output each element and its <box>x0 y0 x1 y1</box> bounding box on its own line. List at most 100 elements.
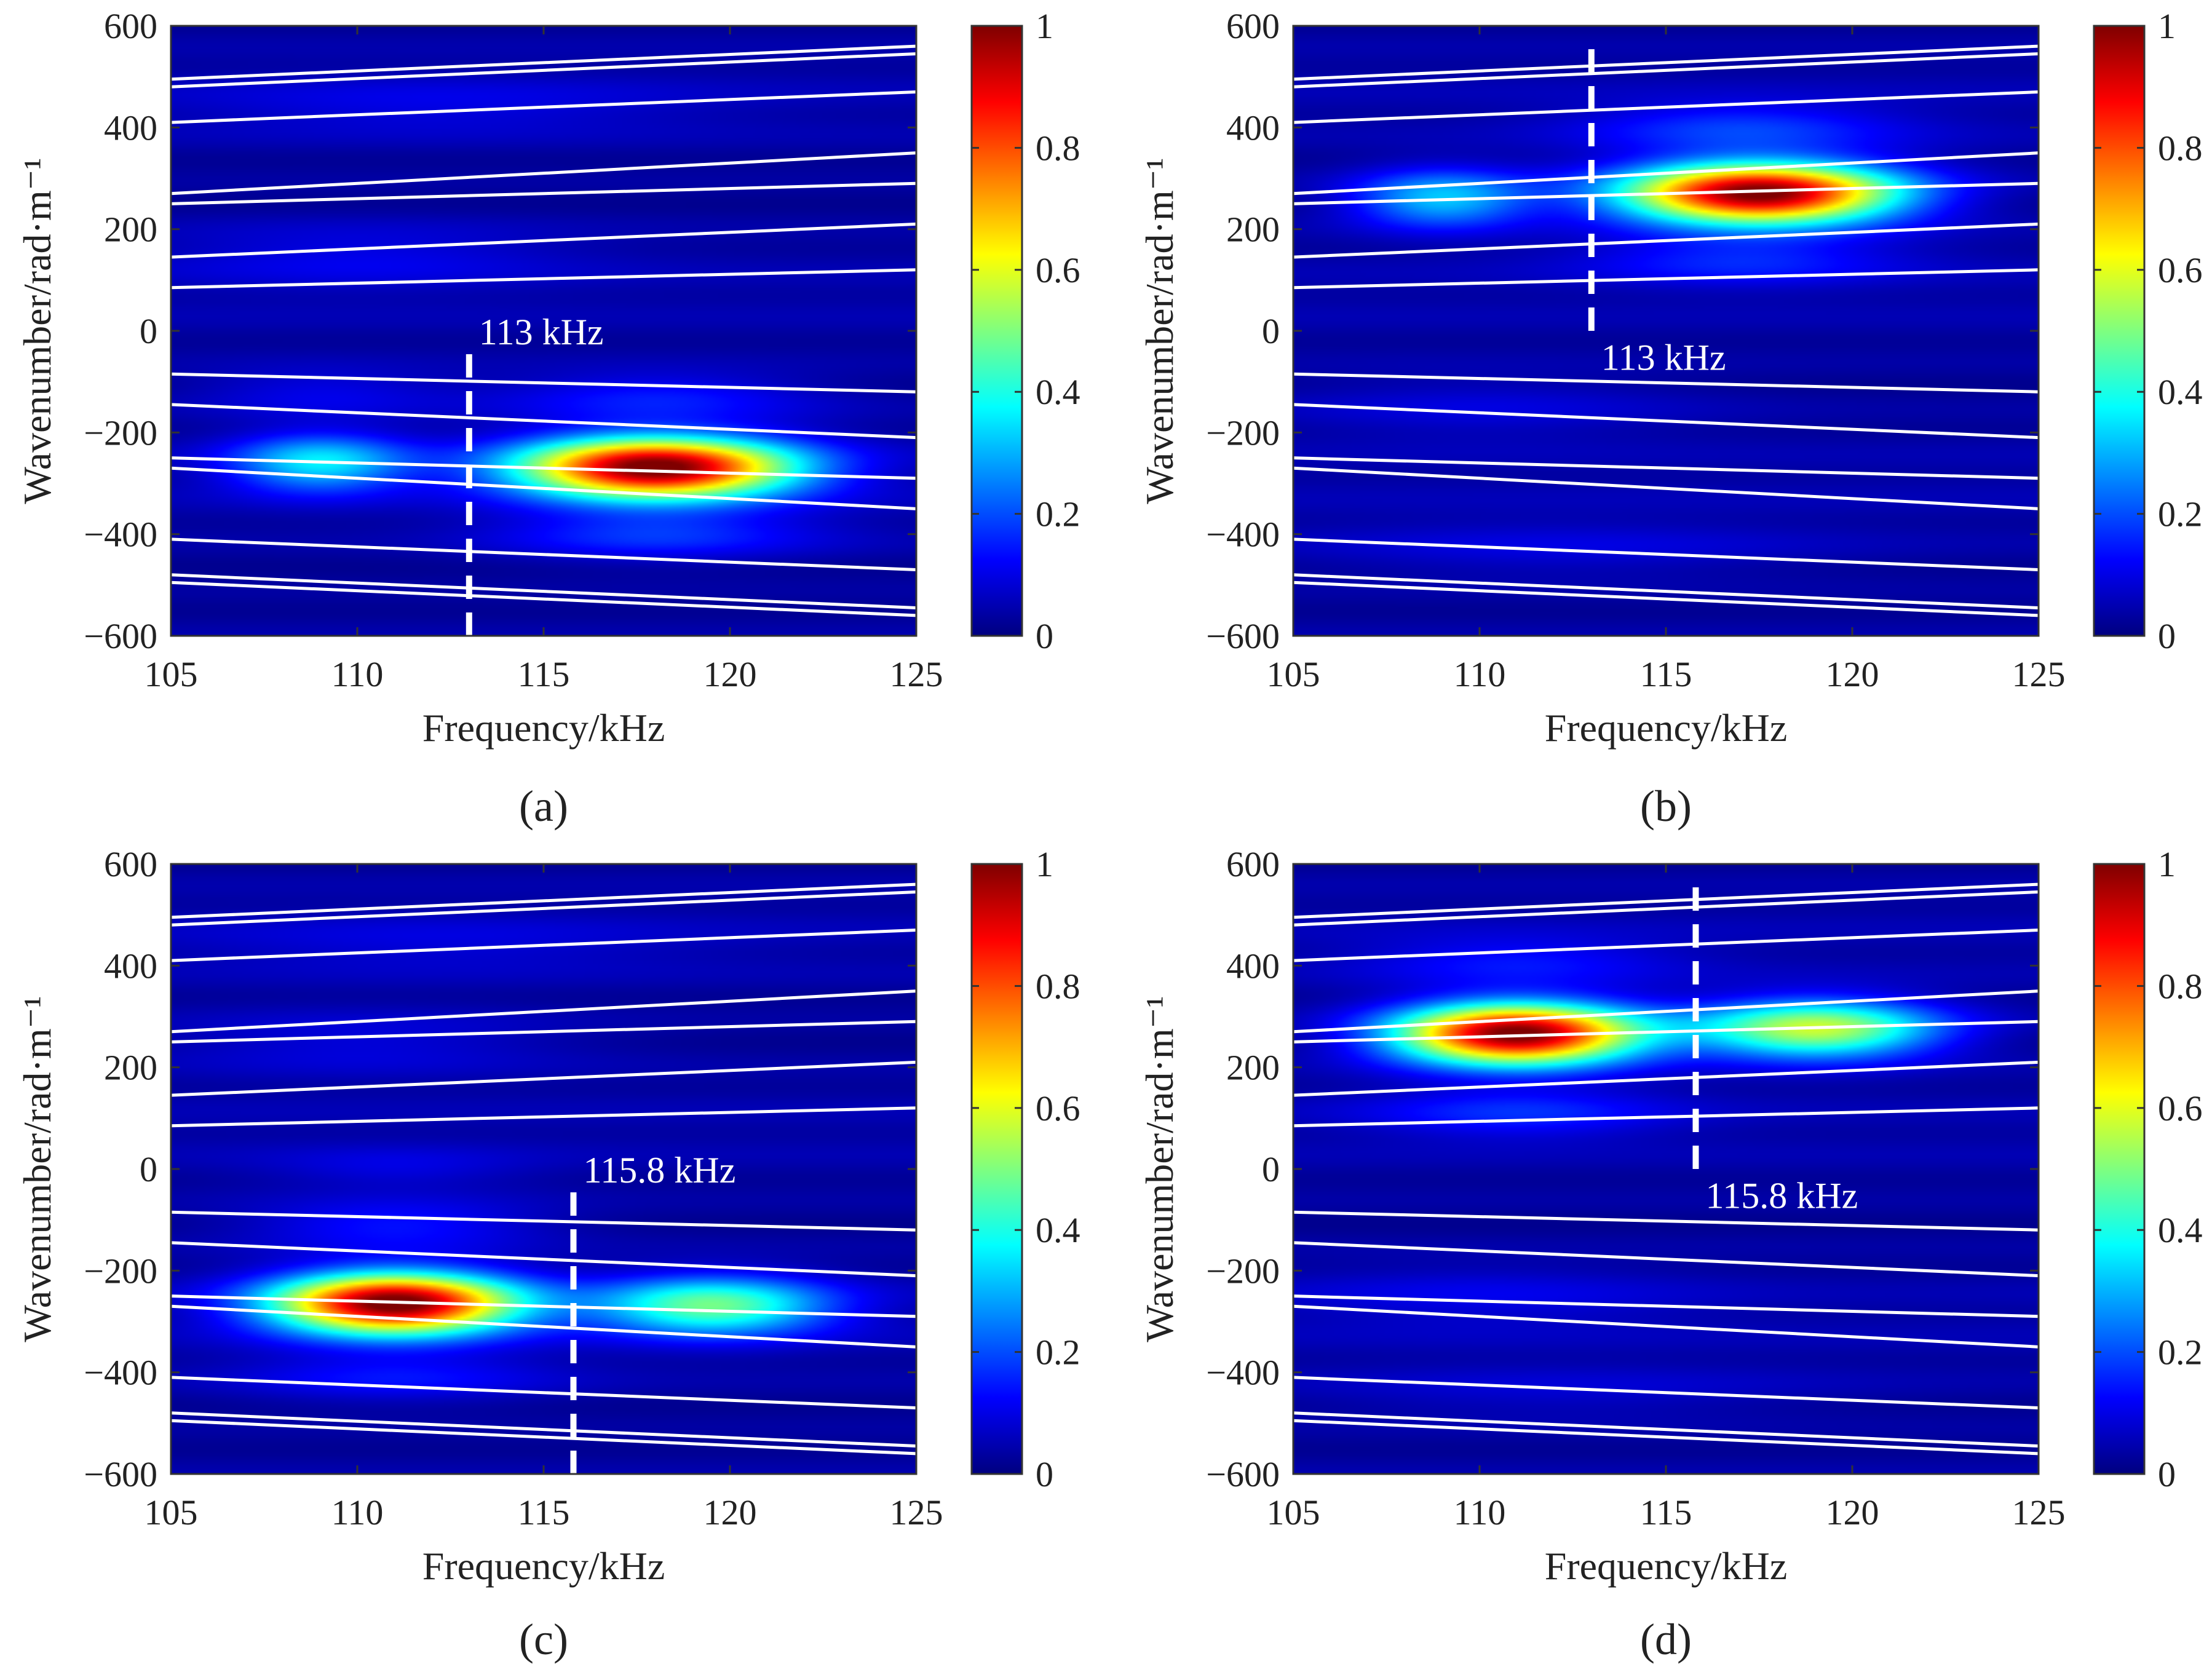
colorbar-tick-label: 1 <box>1036 844 1053 884</box>
y-tick-label: 200 <box>1226 1048 1280 1088</box>
panel-c-curves <box>171 882 916 1456</box>
x-tick-label: 110 <box>1454 654 1506 694</box>
panel-a-heatmap <box>171 26 916 636</box>
x-tick-label: 105 <box>1267 1492 1320 1532</box>
panel-b-dispersion-curve-7 <box>1293 268 2039 290</box>
colorbar-tick-label: 0.4 <box>2158 1210 2203 1250</box>
panel-c-ticks: 105 110 115 120 125 −600 −400 −200 0 200 400 600 <box>84 844 943 1532</box>
y-tick-label: −400 <box>1206 1353 1280 1393</box>
panel-c-label: (c) <box>519 1615 568 1664</box>
y-tick-label: −600 <box>84 616 157 656</box>
x-tick-label: 125 <box>2012 654 2066 694</box>
x-tick-label: 110 <box>1454 1492 1506 1532</box>
y-tick-label: 600 <box>1226 6 1280 46</box>
y-tick-label: 200 <box>104 1048 157 1088</box>
panel-b-dispersion-curve-13 <box>1293 573 2039 610</box>
colorbar-tick-label: 0 <box>2158 616 2176 656</box>
x-tick-label: 110 <box>331 654 384 694</box>
panel-b-marker-label: 113 kHz <box>1601 337 1726 378</box>
panel-c-dispersion-curve-11 <box>171 1304 916 1349</box>
x-tick-label: 105 <box>1267 654 1320 694</box>
panel-c-dispersion-curve-5 <box>171 1020 916 1044</box>
x-tick-label: 115 <box>518 654 570 694</box>
y-tick-label: −600 <box>1206 1454 1280 1494</box>
panel-c-colorbar-ticks: 0 0.2 0.4 0.6 0.8 1 <box>972 844 1080 1494</box>
panel-c-dispersion-curve-8 <box>171 1210 916 1232</box>
colorbar-tick-label: 0.2 <box>2158 494 2203 534</box>
panel-c-ylabel: Wavenumber/rad·m⁻¹ <box>15 996 59 1342</box>
panel-a-ylabel: Wavenumber/rad·m⁻¹ <box>15 157 59 504</box>
colorbar-tick-label: 0 <box>1036 616 1053 656</box>
panel-b-heatmap <box>1293 26 2039 636</box>
panel-b-dispersion-curve-9 <box>1293 403 2039 440</box>
x-tick-label: 125 <box>890 654 943 694</box>
panel-b-dispersion-curve-11 <box>1293 466 2039 510</box>
panel-d-dispersion-curve-3 <box>1293 928 2039 962</box>
panel-d: 115.8 kHz 105 110 115 120 125 −600 −400 −200 0 20… <box>1138 844 2203 1664</box>
panel-d-dispersion-curve-14 <box>1293 1419 2039 1456</box>
x-tick-label: 120 <box>1826 654 1879 694</box>
panel-a-dispersion-curve-2 <box>171 44 916 81</box>
panel-d-colorbar <box>2093 863 2146 1475</box>
panel-a-colorbar-ticks: 0 0.2 0.4 0.6 0.8 1 <box>972 6 1080 656</box>
y-tick-label: 600 <box>104 6 157 46</box>
panel-a-dispersion-curve-13 <box>171 573 916 610</box>
panel-b-label: (b) <box>1640 782 1692 831</box>
y-tick-label: 0 <box>140 1149 157 1189</box>
panel-c-dispersion-curve-14 <box>171 1419 916 1456</box>
panel-c: 115.8 kHz 105 110 115 120 125 −600 −400 −200 0 20… <box>15 844 1080 1664</box>
panel-a-dispersion-curve-7 <box>171 268 916 290</box>
y-tick-label: −200 <box>84 413 157 453</box>
panel-b-colorbar <box>2093 25 2146 637</box>
panel-c-dispersion-curve-9 <box>171 1241 916 1278</box>
panel-c-dispersion-curve-13 <box>171 1411 916 1448</box>
panel-d-marker-label: 115.8 kHz <box>1705 1175 1858 1216</box>
panel-b-colorbar-ticks: 0 0.2 0.4 0.6 0.8 1 <box>2094 6 2203 656</box>
y-tick-label: −200 <box>1206 413 1280 453</box>
colorbar-tick-label: 1 <box>1036 6 1053 46</box>
x-tick-label: 115 <box>1640 654 1692 694</box>
colorbar-tick-label: 0 <box>1036 1454 1053 1494</box>
y-tick-label: 400 <box>1226 946 1280 986</box>
panel-a-curves <box>171 44 916 617</box>
panel-b-dispersion-curve-10 <box>1293 456 2039 480</box>
y-tick-label: 400 <box>104 108 157 148</box>
panel-a-dispersion-curve-5 <box>171 181 916 205</box>
panel-c-xlabel: Frequency/kHz <box>422 1544 665 1588</box>
panel-b-curves <box>1293 44 2039 617</box>
y-tick-label: −200 <box>84 1251 157 1291</box>
y-tick-label: 400 <box>1226 108 1280 148</box>
panel-b-dispersion-curve-8 <box>1293 372 2039 394</box>
panel-a-dispersion-curve-14 <box>171 580 916 617</box>
panel-d-ticks: 105 110 115 120 125 −600 −400 −200 0 200 400 600 <box>1206 844 2065 1532</box>
panel-d-dispersion-curve-6 <box>1293 1060 2039 1097</box>
colorbar-tick-label: 0.4 <box>2158 372 2203 412</box>
y-tick-label: 0 <box>1262 311 1280 351</box>
panel-b-dispersion-curve-1 <box>1293 52 2039 89</box>
colorbar-tick-label: 0 <box>2158 1454 2176 1494</box>
panel-d-xlabel: Frequency/kHz <box>1545 1544 1788 1588</box>
panel-d-label: (d) <box>1640 1615 1692 1664</box>
panel-b-dispersion-curve-6 <box>1293 222 2039 259</box>
panel-d-heatmap <box>1293 864 2039 1474</box>
x-tick-label: 115 <box>518 1492 570 1532</box>
panel-b-dispersion-curve-14 <box>1293 580 2039 617</box>
x-tick-label: 120 <box>1826 1492 1879 1532</box>
x-tick-label: 120 <box>704 654 757 694</box>
panel-d-dispersion-curve-7 <box>1293 1106 2039 1128</box>
panel-d-dispersion-curve-1 <box>1293 890 2039 927</box>
panel-c-dispersion-curve-1 <box>171 890 916 927</box>
x-tick-label: 105 <box>145 1492 198 1532</box>
panel-c-dispersion-curve-6 <box>171 1060 916 1097</box>
panel-a-dispersion-curve-6 <box>171 222 916 259</box>
colorbar-tick-label: 0.6 <box>1036 1088 1080 1128</box>
x-tick-label: 125 <box>2012 1492 2066 1532</box>
colorbar-tick-label: 0.8 <box>1036 128 1080 168</box>
colorbar-tick-label: 0.4 <box>1036 1210 1080 1250</box>
panel-c-dispersion-curve-12 <box>171 1376 916 1410</box>
panel-c-dispersion-curve-3 <box>171 928 916 962</box>
colorbar-tick-label: 1 <box>2158 844 2176 884</box>
panel-d-dispersion-curve-2 <box>1293 882 2039 919</box>
panel-c-colorbar <box>970 863 1023 1475</box>
